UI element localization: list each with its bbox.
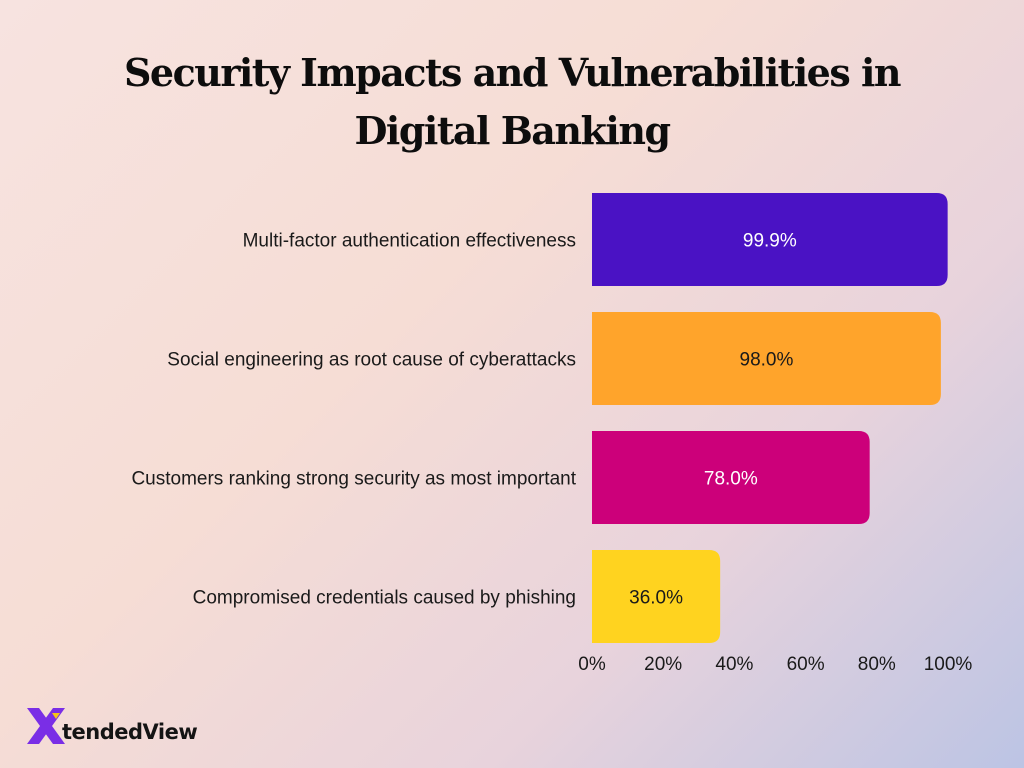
chart-title: Security Impacts and Vulnerabilities in … (123, 50, 902, 153)
category-label: Customers ranking strong security as mos… (131, 469, 576, 490)
bar-1 (592, 193, 948, 286)
category-label: Compromised credentials caused by phishi… (193, 588, 576, 609)
category-label: Multi-factor authentication effectivenes… (243, 231, 576, 252)
category-labels: Multi-factor authentication effectivenes… (131, 231, 576, 609)
category-label: Social engineering as root cause of cybe… (167, 350, 576, 371)
bar-3 (592, 431, 870, 524)
x-tick-label: 20% (644, 654, 682, 675)
bar-2 (592, 312, 941, 405)
x-tick-label: 80% (858, 654, 896, 675)
bars-layer: 99.9% 98.0% 78.0% 36.0% (592, 193, 948, 643)
bar-value-label: 99.9% (743, 231, 797, 252)
x-tick-label: 60% (787, 654, 825, 675)
x-tick-label: 0% (578, 654, 606, 675)
x-tick-label: 40% (715, 654, 753, 675)
x-logo-icon (27, 708, 65, 744)
bar-value-label: 78.0% (704, 469, 758, 490)
x-tick-label: 100% (924, 654, 973, 675)
bar-4 (592, 550, 721, 643)
bar-value-label: 36.0% (629, 588, 683, 609)
x-axis-ticks: 0% 20% 40% 60% 80% 100% (578, 654, 972, 675)
bar-value-label: 98.0% (740, 350, 794, 371)
logo-text: tendedView (62, 720, 198, 744)
brand-logo: X tendedView (24, 700, 198, 748)
